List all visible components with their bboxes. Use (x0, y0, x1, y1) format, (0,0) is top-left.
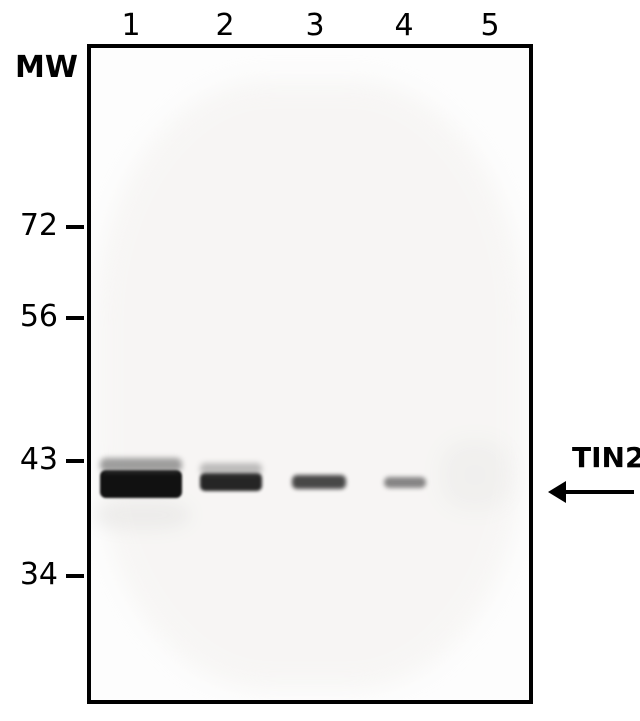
protein-band (292, 475, 346, 489)
western-blot-figure: 12345MW72564334TIN2 (0, 0, 640, 721)
mw-label: 34 (0, 557, 58, 592)
arrow-icon (546, 479, 636, 505)
band-callout-label: TIN2 (572, 441, 640, 474)
mw-label: 56 (0, 299, 58, 334)
lane-label: 4 (389, 8, 419, 43)
protein-band (200, 463, 262, 475)
lane-label: 3 (300, 8, 330, 43)
mw-tick (66, 225, 84, 229)
protein-band (100, 470, 182, 498)
lane-label: 5 (475, 8, 505, 43)
lane-label: 1 (116, 8, 146, 43)
lane-label: 2 (210, 8, 240, 43)
film-smudge (95, 80, 525, 690)
protein-band (384, 477, 426, 488)
mw-label: 43 (0, 442, 58, 477)
mw-label: 72 (0, 208, 58, 243)
mw-tick (66, 574, 84, 578)
protein-band (200, 473, 262, 491)
mw-heading: MW (15, 50, 78, 85)
protein-band (100, 458, 182, 472)
blot-membrane (87, 44, 533, 704)
mw-tick (66, 459, 84, 463)
mw-tick (66, 316, 84, 320)
